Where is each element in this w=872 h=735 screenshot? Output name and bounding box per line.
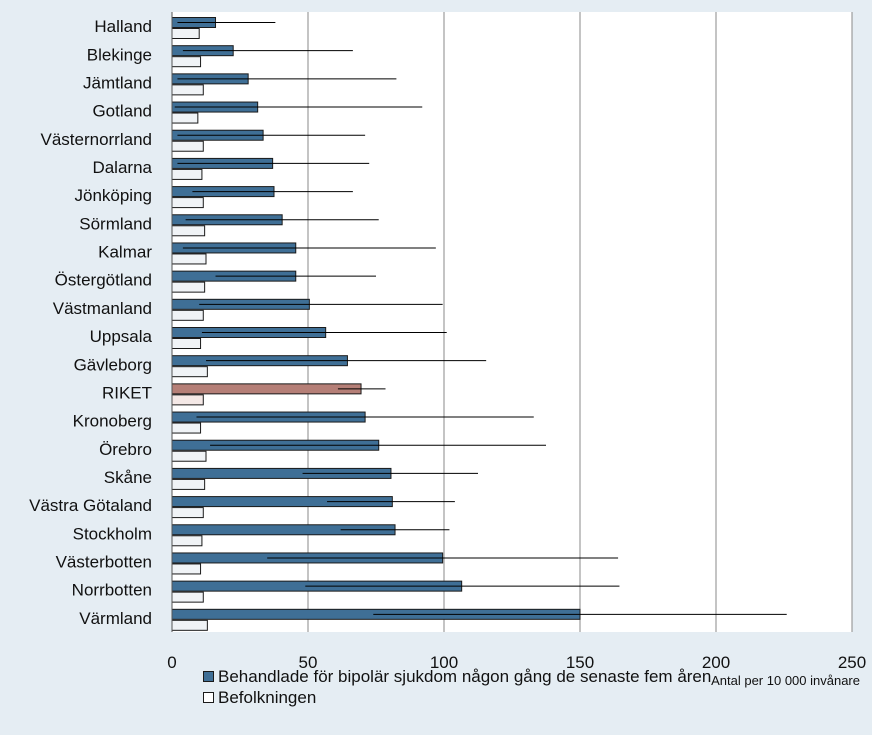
category-label: Värmland [79, 609, 152, 628]
category-label: Norrbotten [72, 581, 152, 600]
legend-swatch-treated [203, 671, 214, 682]
bar-population [171, 309, 204, 321]
category-label: Uppsala [90, 327, 153, 346]
category-label: Skåne [104, 468, 152, 487]
bar-population [171, 450, 207, 462]
category-label: Kronoberg [73, 412, 152, 431]
legend-label-population: Befolkningen [218, 688, 317, 707]
category-label: Jämtland [83, 73, 152, 92]
bar-population [171, 563, 202, 575]
legend-item-treated: Behandlade för bipolär sjukdom någon gån… [203, 666, 711, 687]
category-label: Örebro [99, 440, 152, 459]
bar-population [171, 56, 202, 68]
x-tick-label: 200 [702, 653, 730, 672]
x-tick-label: 250 [838, 653, 866, 672]
category-label: Blekinge [87, 45, 152, 64]
category-label: Västmanland [53, 299, 152, 318]
category-label: Västernorrland [40, 130, 152, 149]
category-label: Västra Götaland [29, 496, 152, 515]
category-label: Gävleborg [74, 355, 152, 374]
bar-treated [171, 383, 362, 395]
bar-population [171, 535, 203, 547]
category-label: Västerbotten [56, 553, 152, 572]
bar-population [171, 168, 203, 180]
category-labels: Halland Blekinge Jämtland Gotland Västernorr… [29, 17, 152, 628]
error-bars [174, 22, 787, 615]
category-label: Halland [94, 17, 152, 36]
x-tick-labels: 0 50 100 150 200 250 [167, 653, 866, 672]
x-tick-label: 100 [430, 653, 458, 672]
legend-swatch-population [203, 692, 214, 703]
bar-population [171, 478, 206, 490]
bar-population [171, 591, 204, 603]
category-label: Jönköping [74, 186, 152, 205]
category-label: Kalmar [98, 243, 152, 262]
bar-population [171, 394, 204, 406]
category-label: RIKET [102, 383, 152, 402]
bar-population [171, 225, 206, 237]
legend: Behandlade för bipolär sjukdom någon gån… [203, 666, 711, 708]
bar-population [171, 619, 208, 631]
bar-population [171, 422, 202, 434]
bar-population [171, 253, 207, 265]
legend-item-population: Befolkningen [203, 687, 711, 708]
bar-population [171, 140, 204, 152]
x-tick-label: 150 [566, 653, 594, 672]
x-axis-label: Antal per 10 000 invånare [711, 673, 860, 688]
bar-population [171, 338, 202, 349]
category-label: Östergötland [55, 271, 152, 290]
bar-population [171, 366, 208, 378]
legend-label-treated: Behandlade för bipolär sjukdom någon gån… [218, 667, 712, 686]
bar-population [171, 84, 204, 96]
category-label: Gotland [92, 102, 152, 121]
bar-population [171, 507, 204, 519]
bar-population [171, 28, 200, 39]
category-label: Sörmland [79, 214, 152, 233]
x-tick-label: 0 [167, 653, 176, 672]
bar-population [171, 197, 204, 209]
bar-population [171, 112, 199, 124]
category-label: Dalarna [92, 158, 152, 177]
x-tick-label: 50 [299, 653, 318, 672]
category-label: Stockholm [73, 524, 152, 543]
bar-population [171, 281, 206, 293]
plot-area [172, 12, 852, 632]
